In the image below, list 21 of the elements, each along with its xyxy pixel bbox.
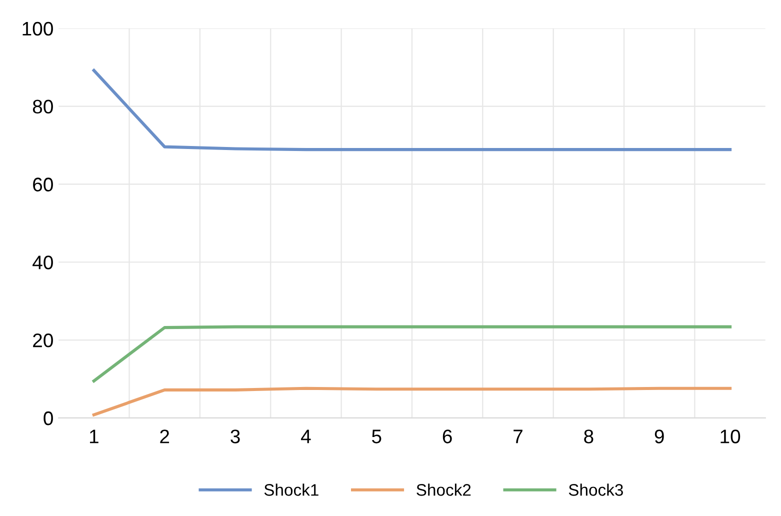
x-tick-label: 8 bbox=[584, 430, 594, 444]
x-tick-label: 6 bbox=[442, 430, 452, 444]
x-tick-label: 5 bbox=[372, 430, 382, 444]
x-tick-label: 3 bbox=[230, 430, 240, 444]
legend-label: Shock1 bbox=[264, 484, 318, 496]
x-tick-label: 4 bbox=[300, 430, 311, 444]
legend-label: Shock2 bbox=[416, 484, 471, 496]
x-tick-label: 1 bbox=[90, 430, 98, 444]
y-tick-label: 80 bbox=[32, 100, 53, 114]
x-tick-label: 9 bbox=[654, 430, 664, 444]
x-tick-label: 10 bbox=[720, 430, 740, 444]
y-tick-label: 20 bbox=[33, 334, 53, 348]
y-tick-label: 60 bbox=[33, 178, 53, 192]
y-tick-label: 40 bbox=[32, 256, 53, 270]
line-series bbox=[92, 386, 732, 416]
x-tick-label: 7 bbox=[514, 430, 522, 444]
y-tick-label: 0 bbox=[44, 411, 53, 426]
x-tick-label: 2 bbox=[160, 430, 170, 444]
y-tick-label: 100 bbox=[22, 22, 53, 36]
legend-label: Shock3 bbox=[568, 484, 623, 496]
line-series bbox=[92, 68, 732, 152]
